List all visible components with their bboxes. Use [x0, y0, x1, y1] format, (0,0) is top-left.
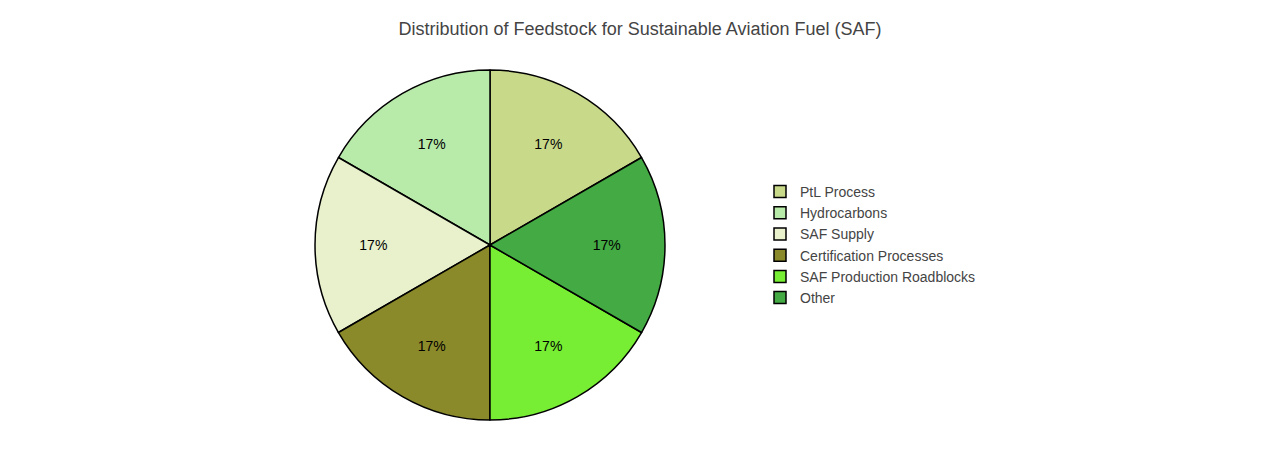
svg-text:Hydrocarbons: Hydrocarbons [800, 205, 887, 221]
svg-text:SAF Supply: SAF Supply [800, 226, 874, 242]
svg-text:17%: 17% [534, 136, 562, 152]
svg-text:PtL Process: PtL Process [800, 184, 875, 200]
svg-text:SAF Production Roadblocks: SAF Production Roadblocks [800, 269, 975, 285]
svg-text:17%: 17% [359, 237, 387, 253]
svg-text:Certification Processes: Certification Processes [800, 248, 943, 264]
svg-text:17%: 17% [418, 136, 446, 152]
svg-text:17%: 17% [418, 338, 446, 354]
svg-text:17%: 17% [593, 237, 621, 253]
svg-text:Distribution of Feedstock for: Distribution of Feedstock for Sustainabl… [399, 19, 882, 39]
svg-text:17%: 17% [534, 338, 562, 354]
svg-text:Other: Other [800, 290, 835, 306]
